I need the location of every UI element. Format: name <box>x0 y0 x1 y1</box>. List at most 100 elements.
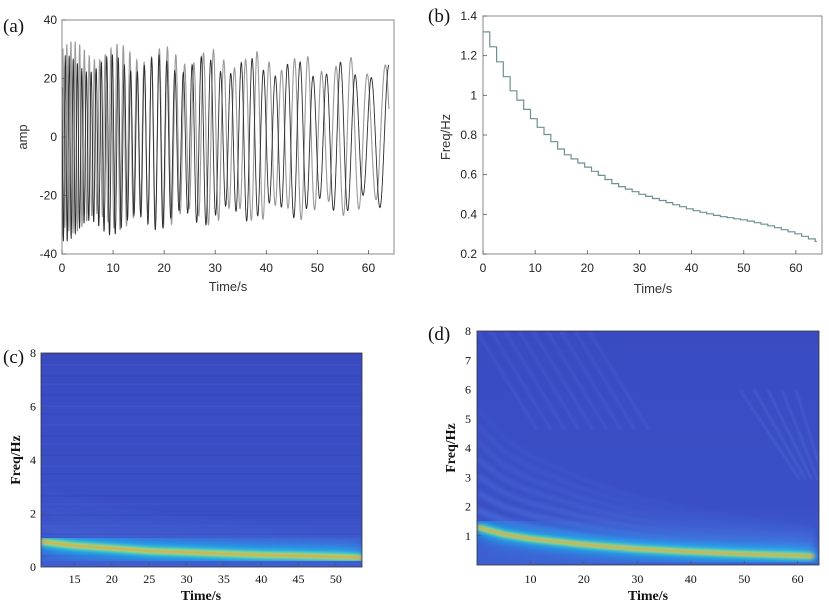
panel-c-stripe <box>41 514 362 516</box>
panel-d-ridge-core <box>477 526 814 557</box>
panel-d-fringe-band <box>477 439 814 539</box>
panel-d-ytick-label: 6 <box>465 383 471 397</box>
panel-c-stripe <box>41 353 362 355</box>
panel-d-hatch <box>587 331 651 431</box>
panel-d-xtick-label: 50 <box>738 572 750 586</box>
panel-c-xlabel: Time/s <box>181 589 222 604</box>
panel-d-label: (d) <box>428 324 450 345</box>
panel-c-stripe <box>41 364 362 366</box>
panel-a-xtick-label: 50 <box>311 261 325 275</box>
panel-c-stripe <box>41 394 362 396</box>
panel-a: (a) 0 10 20 30 40 50 60 -40 -20 0 20 40 Time/s amp <box>3 13 395 294</box>
panel-d-hatch <box>559 331 623 431</box>
panel-c-ytick-label: 4 <box>30 453 36 467</box>
panel-a-ytick-label: -40 <box>40 247 58 261</box>
panel-d-ytick-label: 4 <box>465 441 471 455</box>
panel-b-xtick-label: 30 <box>633 261 647 275</box>
panel-d-streak <box>767 389 813 481</box>
panel-b-xtick-label: 50 <box>737 261 751 275</box>
panel-c-ylabel: Freq/Hz <box>9 435 24 485</box>
panel-d-xtick-label: 60 <box>792 572 804 586</box>
panel-c-stripe <box>41 443 362 445</box>
panel-a-ytick-label: 0 <box>50 130 57 144</box>
panel-d-hatch <box>573 331 637 431</box>
panel-d-ylabel: Freq/Hz <box>444 423 459 473</box>
panel-d-xtick-label: 30 <box>631 572 643 586</box>
panel-a-xtick-label: 10 <box>106 261 120 275</box>
panel-a-xtick-label: 60 <box>362 261 376 275</box>
panel-c-stripe <box>41 405 362 407</box>
panel-d-ytick-label: 1 <box>465 529 471 543</box>
panel-c-ridge-core <box>41 540 362 559</box>
panel-b-xlabel: Time/s <box>634 281 673 296</box>
panel-c-stripe <box>41 503 362 505</box>
panel-c-stripe <box>41 473 362 475</box>
panel-d: (d) 10 20 30 40 50 60 1 2 3 4 5 6 7 8 Time/s Freq/Hz <box>428 324 820 604</box>
panel-c: (c) 15 20 25 30 35 40 45 50 0 2 4 6 8 Time/s Freq/H… <box>3 346 363 604</box>
panel-a-ylabel: amp <box>15 124 30 149</box>
panel-b-freq-line <box>483 31 817 243</box>
panel-d-ytick-label: 3 <box>465 470 471 484</box>
panel-d-hatch <box>489 331 553 431</box>
panel-d-fringe-band <box>477 422 815 535</box>
panel-d-streak <box>739 389 801 481</box>
panel-c-xtick-label: 40 <box>255 572 267 586</box>
panel-a-series-2 <box>62 53 390 242</box>
panel-a-xtick-label: 20 <box>157 261 171 275</box>
panel-a-ytick-label: 20 <box>44 72 58 86</box>
panel-c-ytick-label: 6 <box>30 400 36 414</box>
panel-d-fringe-band <box>477 456 814 543</box>
panel-c-ytick-label: 8 <box>30 346 36 360</box>
panel-d-ytick-label: 2 <box>465 500 471 514</box>
panel-d-hatch <box>545 331 609 431</box>
panel-d-xtick-label: 10 <box>524 572 536 586</box>
panel-c-stripe <box>41 413 362 415</box>
panel-d-hatch <box>503 331 567 431</box>
panel-c-stripe <box>41 383 362 385</box>
panel-c-xtick-label: 45 <box>293 572 305 586</box>
panel-d-fringe-band <box>477 405 815 532</box>
panel-d-xtick-label: 20 <box>578 572 590 586</box>
panel-b-label: (b) <box>428 6 450 27</box>
panel-d-ytick-label: 7 <box>465 353 471 367</box>
panel-d-streak <box>753 389 807 481</box>
panel-c-ytick-label: 2 <box>30 507 36 521</box>
panel-b-ytick-label: 1.4 <box>460 9 477 23</box>
panel-d-streak <box>781 389 819 481</box>
panel-b-xtick-label: 60 <box>789 261 803 275</box>
panel-c-stripe <box>41 465 362 467</box>
panel-a-xlabel: Time/s <box>209 279 248 294</box>
panel-b-ytick-label: 1 <box>470 88 477 102</box>
panel-c-stripe <box>41 435 362 437</box>
panel-c-harmonic-band <box>41 488 362 541</box>
panel-c-harmonic-band <box>41 506 362 548</box>
panel-d-ytick-label: 5 <box>465 412 471 426</box>
panel-a-label: (a) <box>3 16 24 37</box>
panel-c-ytick-label: 0 <box>30 560 36 574</box>
panel-b-ytick-label: 0.4 <box>460 207 477 221</box>
panel-b-xtick-label: 40 <box>685 261 699 275</box>
panel-c-heatmap <box>41 353 362 567</box>
panel-a-ytick-label: 40 <box>44 13 58 27</box>
panel-c-label: (c) <box>3 347 24 368</box>
panel-c-xtick-label: 35 <box>218 572 230 586</box>
panel-c-stripe <box>41 375 362 377</box>
panel-a-ytick-label: -20 <box>40 189 58 203</box>
panel-b-xtick-label: 0 <box>480 261 487 275</box>
panel-b-ylabel: Freq/Hz <box>438 114 453 160</box>
panel-d-ytick-label: 8 <box>465 324 471 338</box>
panel-c-xtick-label: 30 <box>181 572 193 586</box>
panel-d-xtick-label: 40 <box>685 572 697 586</box>
panel-b: (b) 0 10 20 30 40 50 60 0.2 0.4 0.6 0.8 1 1.2 1.4 Ti… <box>428 6 823 296</box>
panel-a-xtick-label: 30 <box>209 261 223 275</box>
panel-c-xtick-label: 50 <box>330 572 342 586</box>
panel-d-xlabel: Time/s <box>628 589 669 604</box>
panel-b-ytick-label: 0.2 <box>460 247 477 261</box>
panel-a-xtick-label: 0 <box>59 261 66 275</box>
panel-c-stripe <box>41 495 362 497</box>
panel-d-streak <box>795 389 819 468</box>
panel-d-heatmap <box>477 331 819 565</box>
panel-c-stripe <box>41 424 362 426</box>
panel-b-xtick-label: 20 <box>581 261 595 275</box>
